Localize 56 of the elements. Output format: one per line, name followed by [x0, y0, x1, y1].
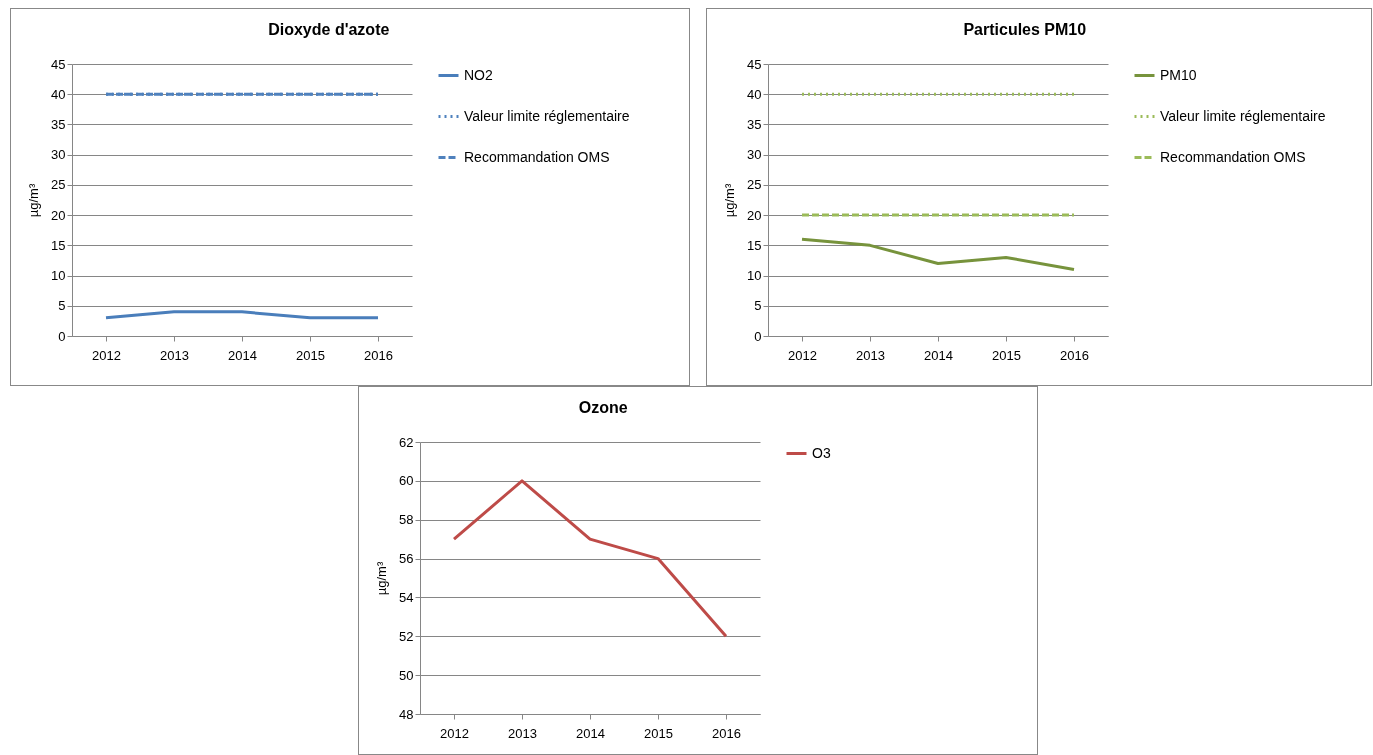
legend-label: Recommandation OMS	[464, 148, 610, 165]
x-tick-label: 2013	[160, 347, 189, 363]
x-tick-label: 2016	[1060, 347, 1089, 363]
legend-label: NO2	[464, 66, 493, 83]
legend-label: Valeur limite réglementaire	[1160, 107, 1326, 124]
y-tick-label: 25	[51, 177, 66, 193]
legend-label: Valeur limite réglementaire	[464, 107, 630, 124]
x-tick-label: 2013	[856, 347, 885, 363]
y-tick-label: 50	[399, 667, 414, 683]
x-tick-label: 2014	[228, 347, 257, 363]
y-axis-title: µg/m³	[26, 183, 42, 218]
x-tick-label: 2014	[576, 725, 605, 741]
y-tick-label: 15	[51, 237, 66, 253]
x-tick-label: 2012	[440, 725, 469, 741]
x-tick-label: 2012	[92, 347, 121, 363]
y-tick-label: 48	[399, 706, 414, 722]
y-tick-label: 54	[399, 589, 414, 605]
y-tick-label: 62	[399, 434, 414, 450]
x-tick-label: 2015	[992, 347, 1021, 363]
y-tick-label: 10	[51, 268, 66, 284]
y-tick-label: 5	[754, 298, 762, 314]
y-tick-label: 10	[747, 268, 762, 284]
y-tick-label: 30	[747, 147, 762, 163]
y-tick-label: 45	[51, 56, 66, 72]
y-tick-label: 60	[399, 473, 414, 489]
y-tick-label: 35	[51, 116, 66, 132]
chart-title: Particules PM10	[963, 21, 1087, 38]
legend-label: Recommandation OMS	[1160, 148, 1306, 165]
y-tick-label: 20	[747, 207, 762, 223]
y-tick-label: 0	[58, 328, 66, 344]
y-tick-label: 58	[399, 512, 414, 528]
y-tick-label: 56	[399, 551, 414, 567]
y-axis-title: µg/m³	[722, 183, 738, 218]
y-tick-label: 25	[747, 177, 762, 193]
y-tick-label: 40	[747, 86, 762, 102]
y-tick-label: 45	[747, 56, 762, 72]
x-tick-label: 2013	[508, 725, 537, 741]
y-tick-label: 52	[399, 628, 414, 644]
x-tick-label: 2015	[296, 347, 325, 363]
y-axis-title: µg/m³	[374, 561, 390, 596]
legend-label: O3	[812, 444, 831, 461]
y-tick-label: 40	[51, 86, 66, 102]
legend-label: PM10	[1160, 66, 1197, 83]
chart-title: Dioxyde d'azote	[268, 21, 390, 38]
y-tick-label: 30	[51, 147, 66, 163]
x-tick-label: 2012	[788, 347, 817, 363]
y-tick-label: 5	[58, 298, 66, 314]
x-tick-label: 2014	[924, 347, 953, 363]
y-tick-label: 0	[754, 328, 762, 344]
x-tick-label: 2015	[644, 725, 673, 741]
y-tick-label: 20	[51, 207, 66, 223]
x-tick-label: 2016	[364, 347, 393, 363]
y-tick-label: 15	[747, 237, 762, 253]
y-tick-label: 35	[747, 116, 762, 132]
chart-title: Ozone	[578, 399, 628, 416]
x-tick-label: 2016	[712, 725, 741, 741]
